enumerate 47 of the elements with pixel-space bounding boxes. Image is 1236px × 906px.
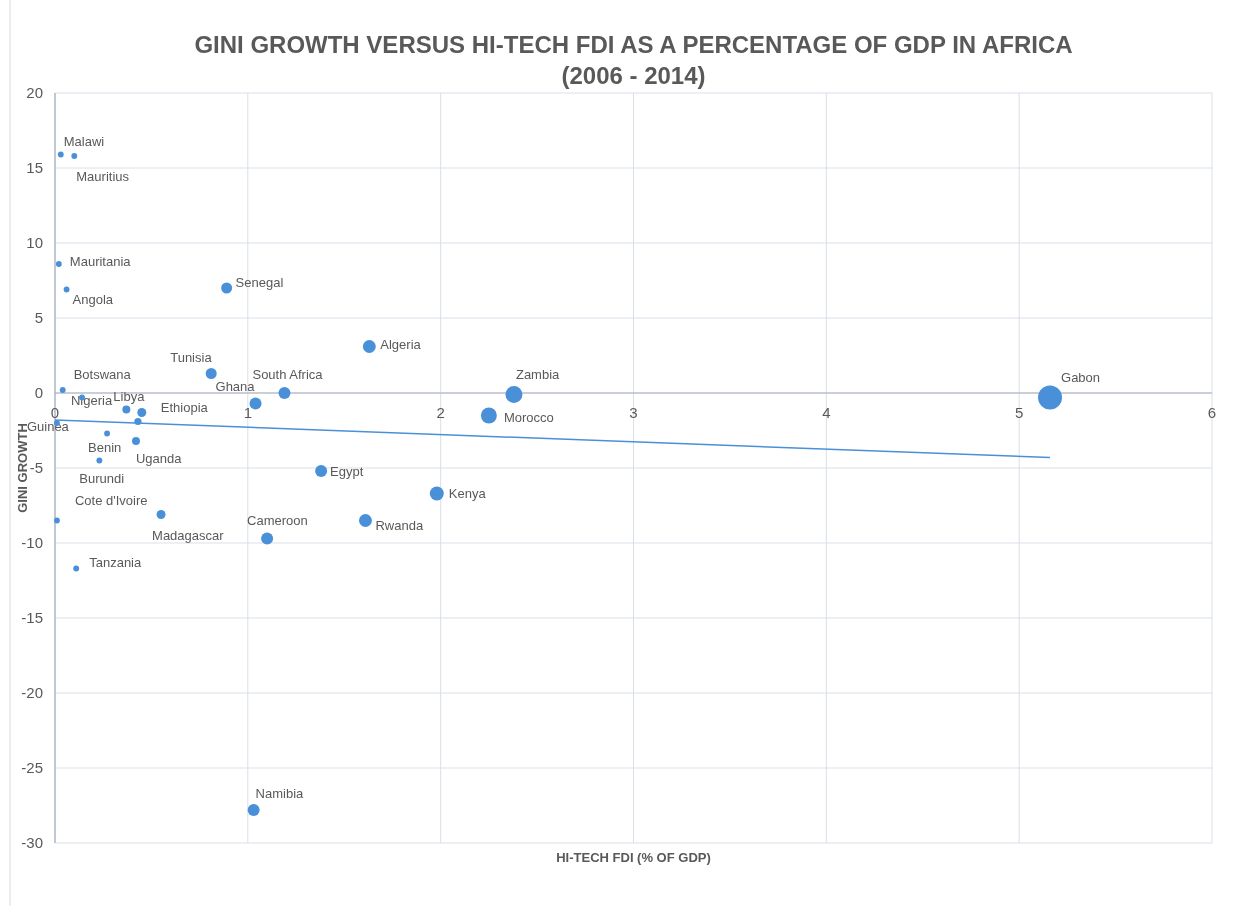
- y-tick-label: -25: [21, 759, 43, 777]
- x-tick-label: 4: [822, 404, 831, 421]
- y-tick-label: -15: [21, 609, 43, 627]
- annotation: Nigeria: [71, 393, 113, 409]
- y-tick-label: -20: [21, 684, 43, 702]
- annotation: Namibia: [255, 785, 305, 801]
- y-tick-label: 10: [26, 234, 43, 252]
- y-tick-label: -30: [21, 834, 43, 852]
- y-tick-label: 20: [26, 84, 43, 102]
- annotation: Ethiopia: [160, 400, 209, 416]
- annotation: Madagascar: [152, 528, 225, 544]
- annotation: Tunisia: [170, 350, 213, 366]
- annotation: South Africa: [252, 366, 324, 382]
- annotation: Botswana: [73, 366, 132, 382]
- y-tick-label: 15: [26, 159, 43, 177]
- annotation: Ghana: [215, 379, 256, 395]
- annotation: Angola: [72, 292, 114, 308]
- annotation: Cote d'Ivoire: [74, 493, 148, 509]
- x-tick-label: 0: [50, 404, 60, 421]
- chart-title: GINI GROWTH VERSUS HI-TECH FDI AS A PERCENTAGE OF GDP IN AFRICA (2006 - 2014): [194, 31, 1073, 89]
- annotation: Mauritania: [69, 253, 132, 269]
- y-tick-label: -10: [21, 534, 43, 552]
- annotation: Burundi: [79, 471, 125, 487]
- annotation: Benin: [88, 440, 122, 456]
- x-tick-label: 6: [1207, 404, 1217, 421]
- x-tick-label: 1: [243, 404, 253, 421]
- annotation: Uganda: [135, 450, 183, 466]
- annotation: Cameroon: [247, 513, 308, 529]
- x-tick-label: 2: [436, 404, 445, 421]
- annotation: Mauritius: [76, 168, 130, 184]
- annotation: Egypt: [330, 463, 364, 479]
- annotation: Tanzania: [89, 555, 143, 571]
- annotation: Algeria: [380, 337, 422, 353]
- annotation: Libya: [113, 389, 146, 405]
- y-tick-label: -5: [29, 459, 43, 477]
- x-axis-title: HI-TECH FDI (% OF GDP): [556, 850, 711, 865]
- y-tick-label: 5: [34, 309, 43, 327]
- x-tick-label: 3: [629, 404, 638, 421]
- annotation: Rwanda: [375, 518, 424, 534]
- y-tick-label: 0: [34, 384, 43, 402]
- annotation: Malawi: [63, 134, 105, 150]
- annotation: Zambia: [515, 367, 561, 383]
- annotation: Gabon: [1061, 370, 1101, 386]
- annotation: Kenya: [448, 486, 487, 502]
- annotation: Morocco: [503, 410, 554, 426]
- annotation: Senegal: [235, 274, 284, 290]
- x-tick-label: 5: [1014, 404, 1024, 421]
